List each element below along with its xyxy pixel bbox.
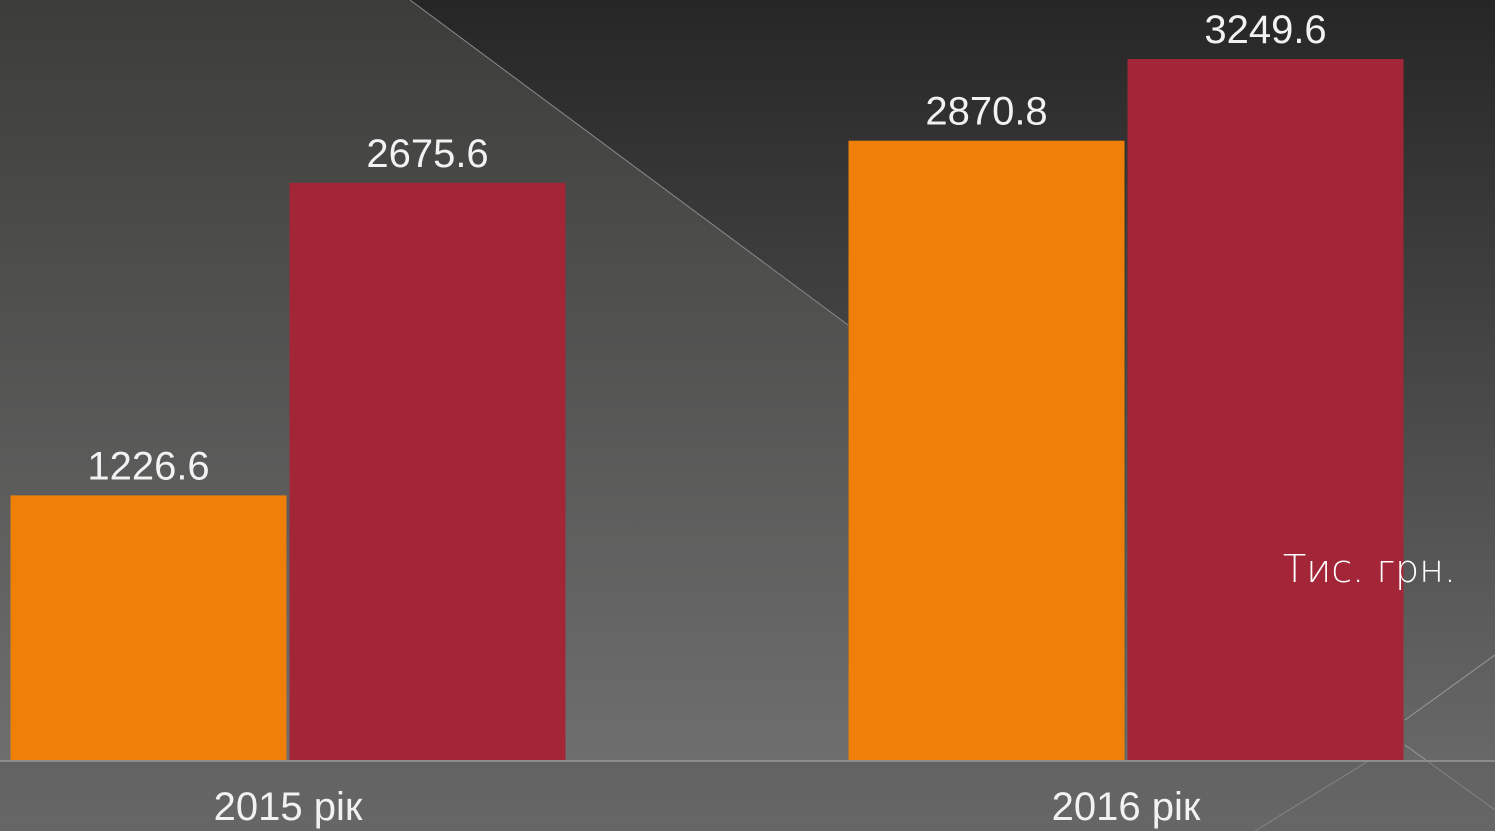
decor-line	[1404, 654, 1495, 721]
unit-annotation: Тис. грн.	[1283, 547, 1456, 591]
x-tick-label: 2015 рік	[214, 785, 363, 829]
data-label: 3249.6	[1204, 8, 1326, 52]
decor-line	[409, 0, 849, 326]
decor-line	[1254, 759, 1371, 831]
bar	[10, 495, 287, 760]
bar	[289, 182, 566, 760]
x-tick-label: 2016 рік	[1052, 785, 1201, 829]
data-label: 2675.6	[366, 132, 488, 176]
data-label: 1226.6	[87, 444, 209, 488]
axis-band	[0, 760, 1495, 831]
bar	[1127, 59, 1404, 760]
decor-line	[1404, 744, 1495, 811]
data-label: 2870.8	[925, 90, 1047, 134]
bar	[848, 140, 1125, 761]
